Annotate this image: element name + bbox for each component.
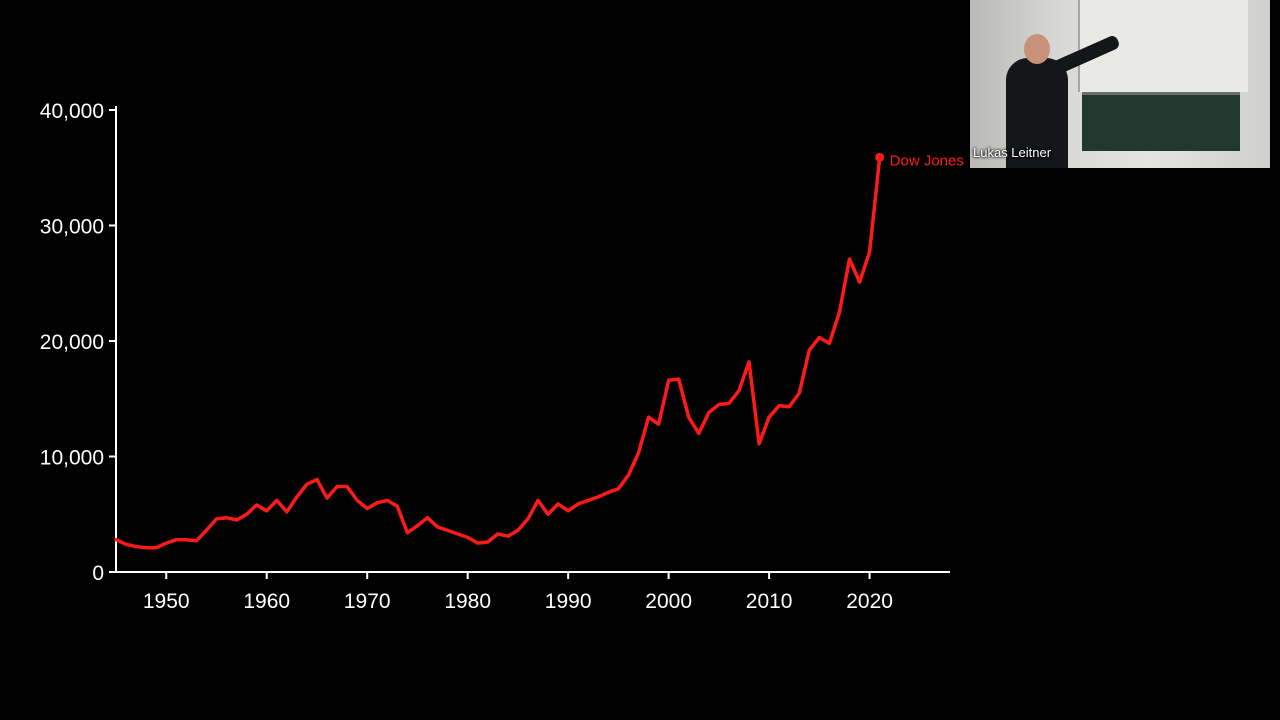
x-tick-label: 1970 xyxy=(344,590,391,613)
y-tick-label: 0 xyxy=(92,562,104,585)
y-tick-label: 10,000 xyxy=(40,447,104,470)
x-axis-ticks: 1950 1960 1970 1980 1990 2000 2010 2020 xyxy=(143,572,893,613)
y-tick-label: 40,000 xyxy=(40,100,104,123)
y-tick-label: 20,000 xyxy=(40,331,104,354)
series-end-marker xyxy=(875,152,885,162)
participant-video-tile[interactable]: Lukas Leitner xyxy=(970,0,1270,168)
x-tick-label: 1960 xyxy=(243,590,290,613)
x-tick-label: 1980 xyxy=(444,590,491,613)
chart-axes xyxy=(115,106,950,573)
y-tick-label: 30,000 xyxy=(40,216,104,239)
x-tick-label: 1990 xyxy=(545,590,592,613)
chart-series xyxy=(114,155,882,550)
presenter-head xyxy=(1024,34,1050,64)
presenter-body xyxy=(1006,58,1068,168)
x-tick-label: 2010 xyxy=(746,590,793,613)
chalkboard xyxy=(1082,92,1240,151)
y-axis-ticks: 0 10,000 20,000 30,000 40,000 xyxy=(40,100,116,585)
x-tick-label: 2000 xyxy=(645,590,692,613)
dow-jones-series-line xyxy=(114,155,882,550)
x-tick-label: 1950 xyxy=(143,590,190,613)
x-tick-label: 2020 xyxy=(846,590,893,613)
participant-name-label: Lukas Leitner xyxy=(973,145,1052,160)
series-name-label: Dow Jones xyxy=(890,152,964,169)
chart-annotations: Dow Jones xyxy=(875,152,964,169)
